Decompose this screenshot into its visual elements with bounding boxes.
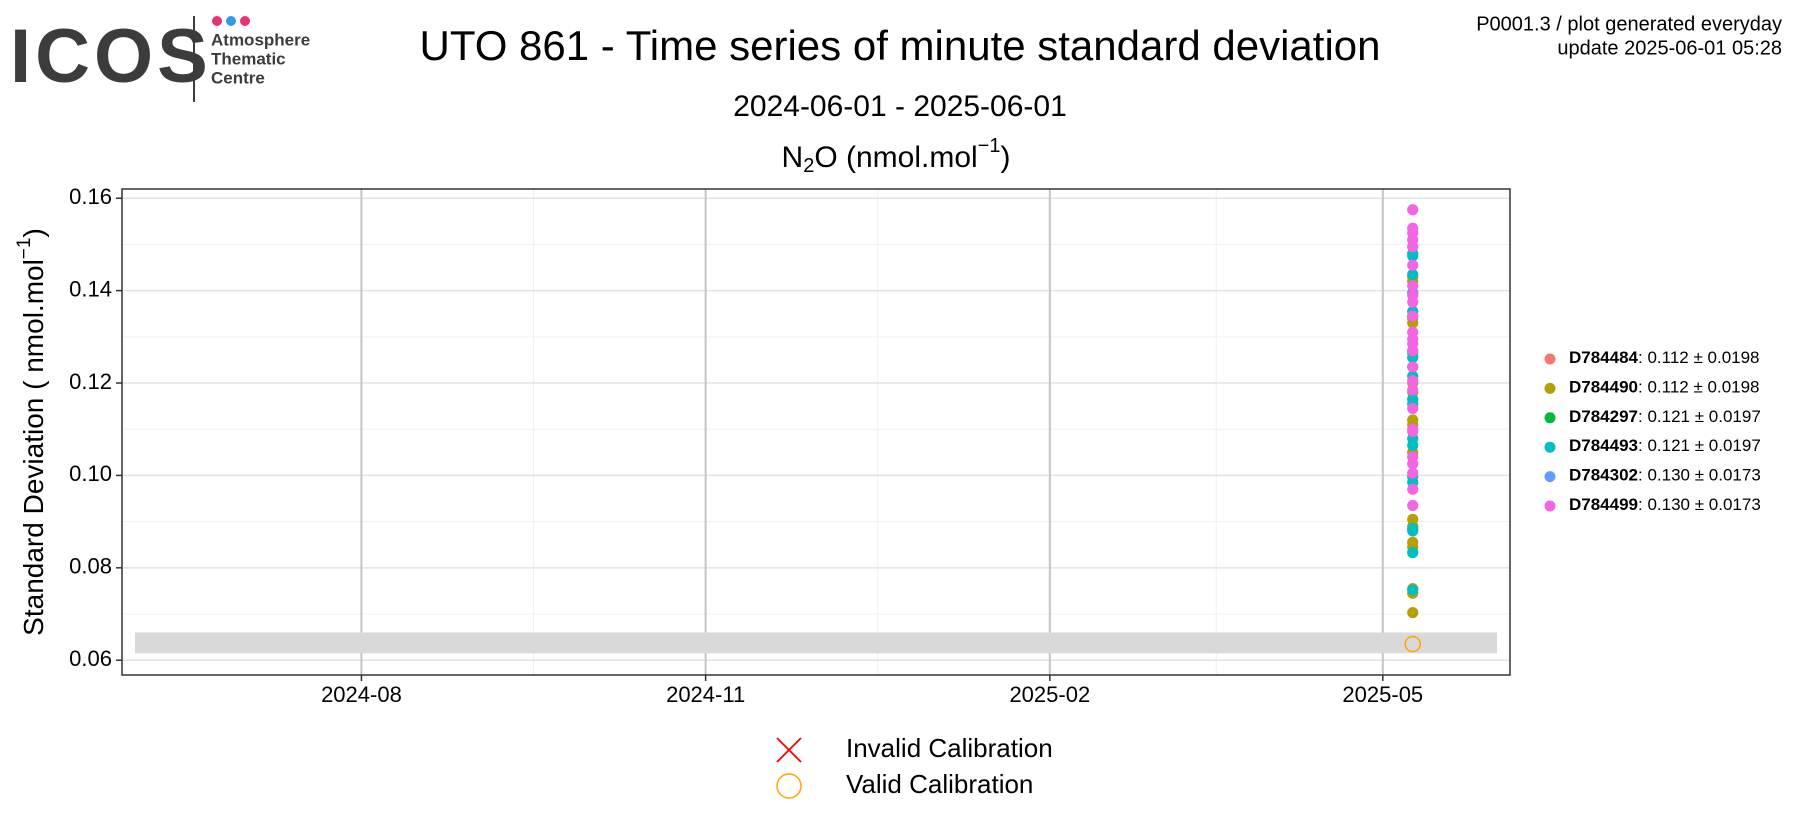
y-label-part: ) [18, 228, 49, 237]
point [1407, 393, 1419, 405]
point [1407, 607, 1419, 619]
logo-text: Thematic [211, 49, 286, 68]
legend-name: D784297 [1569, 407, 1638, 426]
point [1407, 222, 1419, 234]
legend-marker [1544, 500, 1556, 512]
marker-circle [1404, 635, 1421, 653]
legend-label: D784302: 0.130 ± 0.0173 [1569, 466, 1761, 485]
logo-text: Atmosphere [211, 30, 310, 49]
point [1407, 384, 1419, 396]
x-tick-label: 2024-11 [666, 682, 745, 707]
point [1407, 268, 1419, 280]
panel-title-sup: −1 [978, 135, 1001, 157]
panel-title-part: O (nmol.mol [814, 141, 977, 174]
point [1407, 204, 1419, 216]
subtitle: 2024-06-01 - 2025-06-01 [733, 90, 1067, 123]
logo: ICOS [10, 14, 212, 99]
marker-circle [776, 773, 802, 799]
y-label-sup: −1 [14, 238, 35, 260]
point [1407, 289, 1419, 301]
point [1407, 414, 1419, 426]
y-tick-label: 0.06 [69, 646, 112, 671]
legend-label: D784493: 0.121 ± 0.0197 [1569, 437, 1761, 456]
legend-label: Invalid Calibration [846, 733, 1053, 763]
panel-title-part: ) [1000, 141, 1010, 174]
point [1407, 536, 1419, 548]
y-tick-label: 0.16 [69, 184, 112, 209]
point [1407, 402, 1419, 414]
legend-stats: : 0.121 ± 0.0197 [1638, 437, 1761, 456]
point [1407, 280, 1419, 292]
panel-title-part: N [782, 141, 804, 174]
point [1407, 326, 1419, 338]
y-tick-label: 0.10 [69, 461, 112, 486]
y-axis-label: Standard Deviation ( nmol.mol−1) [14, 228, 49, 636]
panel-title: N2O (nmol.mol−1) [782, 135, 1011, 177]
logo-dot [240, 16, 250, 26]
legend-label: D784490: 0.112 ± 0.0198 [1569, 378, 1760, 397]
logo-dot [212, 16, 222, 26]
point [1407, 361, 1419, 373]
reference-band [135, 632, 1497, 654]
point [1407, 513, 1419, 525]
legend-stats: : 0.112 ± 0.0198 [1638, 348, 1760, 367]
legend-label: Valid Calibration [846, 769, 1033, 799]
logo-text: Centre [211, 68, 265, 87]
y-tick-label: 0.12 [69, 369, 112, 394]
panel-background [122, 189, 1510, 675]
point [1407, 423, 1419, 435]
point [1407, 584, 1419, 596]
point [1407, 310, 1419, 322]
legend-marker [1544, 441, 1556, 453]
legend-stats: : 0.130 ± 0.0173 [1638, 495, 1761, 514]
legend-stats: : 0.121 ± 0.0197 [1638, 407, 1761, 426]
legend-name: D784302 [1569, 466, 1638, 485]
info: update 2025-06-01 05:28 [1557, 37, 1782, 59]
point [1407, 547, 1419, 559]
legend-marker [1544, 471, 1556, 483]
point [1407, 523, 1419, 535]
x-tick-label: 2025-02 [1009, 682, 1090, 707]
x-tick-label: 2024-08 [321, 682, 402, 707]
legend-stats: : 0.130 ± 0.0173 [1638, 466, 1761, 485]
legend-marker [1544, 382, 1556, 394]
y-tick-label: 0.14 [69, 276, 112, 301]
legend-label: D784484: 0.112 ± 0.0198 [1569, 348, 1760, 367]
point [1407, 467, 1419, 479]
legend-marker [1544, 412, 1556, 424]
point [1407, 259, 1419, 271]
logo-dot [226, 16, 236, 26]
legend-label: D784499: 0.130 ± 0.0173 [1569, 495, 1761, 514]
legend-name: D784490 [1569, 378, 1638, 397]
panel-border [121, 188, 1511, 676]
chart-title: UTO 861 - Time series of minute standard… [419, 22, 1380, 69]
marker-stroke [776, 737, 802, 763]
legend-name: D784484 [1569, 348, 1639, 367]
info: P0001.3 / plot generated everyday [1476, 13, 1782, 35]
point [1407, 375, 1419, 387]
legend-name: D784493 [1569, 437, 1638, 456]
panel-title-sub: 2 [803, 155, 814, 177]
legend-marker [1544, 353, 1556, 365]
legend-name: D784499 [1569, 495, 1638, 514]
legend-stats: : 0.112 ± 0.0198 [1638, 378, 1760, 397]
marker-x [776, 737, 802, 763]
y-label-part: Standard Deviation ( nmol.mol [18, 259, 49, 636]
point [1407, 483, 1419, 495]
y-tick-label: 0.08 [69, 554, 112, 579]
point [1407, 451, 1419, 463]
point [1407, 499, 1419, 511]
x-tick-label: 2025-05 [1342, 682, 1423, 707]
legend-label: D784297: 0.121 ± 0.0197 [1569, 407, 1761, 426]
